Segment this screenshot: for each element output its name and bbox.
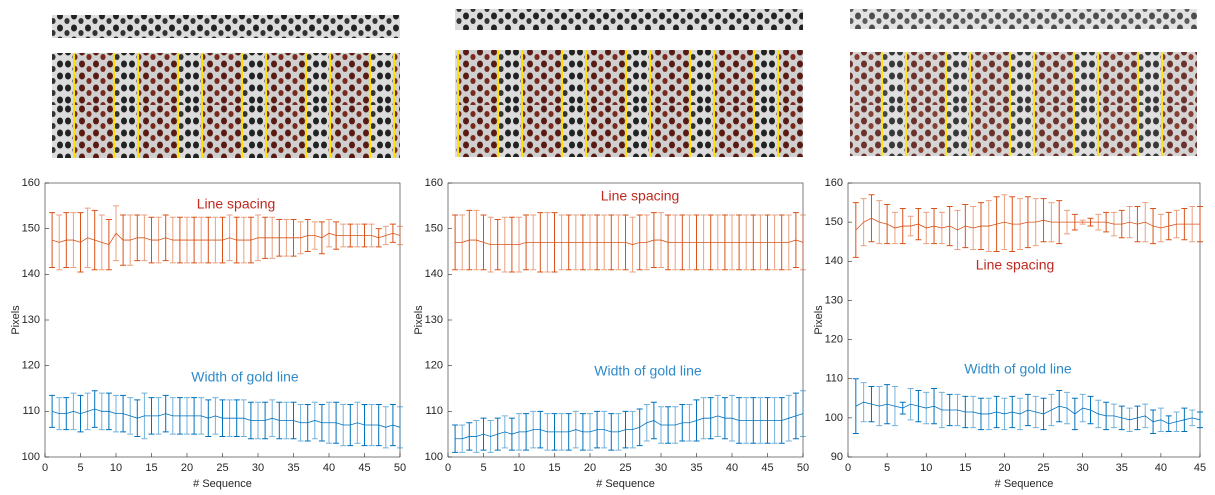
thin-image — [455, 9, 803, 30]
x-tick-label: 10 — [920, 462, 932, 474]
y-tick-label: 110 — [825, 373, 843, 385]
series-line — [455, 239, 804, 246]
error-bar — [852, 378, 859, 435]
x-axis-label: # Sequence — [995, 478, 1054, 490]
error-bar — [397, 406, 403, 449]
series-line — [51, 232, 401, 246]
series — [852, 378, 1203, 435]
y-tick-label: 100 — [425, 451, 443, 463]
y-tick-label: 100 — [825, 412, 843, 424]
x-tick-label: 50 — [797, 462, 809, 474]
y-axis-label: Pixels — [10, 305, 22, 335]
micrographs — [52, 9, 1197, 158]
series — [452, 390, 806, 453]
series-label: Width of gold line — [191, 369, 299, 385]
y-tick-label: 90 — [831, 451, 843, 463]
x-tick-label: 45 — [1194, 462, 1206, 474]
x-tick-label: 50 — [394, 462, 406, 474]
y-tick-label: 160 — [425, 177, 443, 189]
x-tick-label: 25 — [216, 462, 228, 474]
error-bar — [49, 212, 56, 268]
y-tick-label: 130 — [22, 314, 40, 326]
x-tick-label: 25 — [1037, 462, 1049, 474]
y-tick-label: 140 — [22, 268, 40, 280]
error-bar — [800, 214, 806, 271]
x-tick-label: 0 — [445, 462, 451, 474]
x-tick-label: 5 — [884, 462, 890, 474]
x-tick-label: 0 — [42, 462, 48, 474]
x-axis-label: # Sequence — [596, 478, 655, 490]
y-tick-label: 120 — [825, 333, 843, 345]
x-axis-label: # Sequence — [193, 478, 252, 490]
thin-image — [850, 9, 1197, 29]
y-tick-label: 160 — [22, 177, 40, 189]
y-axis-label: Pixels — [413, 305, 425, 335]
x-tick-label: 20 — [181, 462, 193, 474]
image — [52, 53, 400, 158]
x-tick-label: 15 — [145, 462, 157, 474]
series — [852, 194, 1203, 258]
y-tick-label: 160 — [825, 177, 843, 189]
series-line — [51, 408, 401, 428]
y-tick-label: 150 — [22, 223, 40, 235]
thin-image — [52, 15, 400, 38]
y-tick-label: 150 — [425, 223, 443, 235]
x-tick-label: 30 — [655, 462, 667, 474]
y-axis-label: Pixels — [813, 305, 825, 335]
y-tick-label: 130 — [825, 294, 843, 306]
x-tick-label: 20 — [584, 462, 596, 474]
x-tick-label: 45 — [761, 462, 773, 474]
image — [850, 52, 1197, 156]
x-tick-label: 15 — [548, 462, 560, 474]
x-tick-label: 0 — [845, 462, 851, 474]
y-tick-label: 120 — [425, 360, 443, 372]
x-tick-label: 45 — [358, 462, 370, 474]
series-line — [855, 401, 1201, 425]
y-tick-label: 120 — [22, 360, 40, 372]
y-tick-label: 100 — [22, 451, 40, 463]
series-line — [455, 413, 804, 440]
error-bar — [1197, 411, 1203, 429]
series-line — [855, 217, 1200, 231]
x-tick-label: 15 — [959, 462, 971, 474]
series — [452, 209, 806, 273]
y-tick-label: 140 — [825, 255, 843, 267]
y-tick-label: 150 — [825, 216, 843, 228]
x-tick-label: 20 — [998, 462, 1010, 474]
y-tick-label: 130 — [425, 314, 443, 326]
y-tick-label: 140 — [425, 268, 443, 280]
series-label: Width of gold line — [964, 361, 1072, 377]
x-tick-label: 35 — [690, 462, 702, 474]
x-tick-label: 5 — [480, 462, 486, 474]
series-label: Line spacing — [976, 257, 1055, 273]
x-tick-label: 10 — [110, 462, 122, 474]
x-tick-label: 30 — [252, 462, 264, 474]
x-tick-label: 30 — [1077, 462, 1089, 474]
series — [49, 390, 403, 449]
series-label: Line spacing — [197, 196, 276, 212]
x-tick-label: 25 — [619, 462, 631, 474]
x-tick-label: 35 — [287, 462, 299, 474]
x-tick-label: 10 — [513, 462, 525, 474]
x-tick-label: 35 — [1116, 462, 1128, 474]
y-tick-label: 110 — [22, 405, 40, 417]
image — [455, 50, 803, 157]
x-tick-label: 5 — [77, 462, 83, 474]
series — [49, 205, 403, 273]
series-label: Line spacing — [601, 188, 680, 204]
x-tick-label: 40 — [726, 462, 738, 474]
x-tick-label: 40 — [1155, 462, 1167, 474]
y-tick-label: 110 — [425, 405, 443, 417]
series-label: Width of gold line — [594, 363, 702, 379]
x-tick-label: 40 — [323, 462, 335, 474]
plot-frame — [847, 182, 1201, 458]
error-bar — [800, 390, 806, 437]
